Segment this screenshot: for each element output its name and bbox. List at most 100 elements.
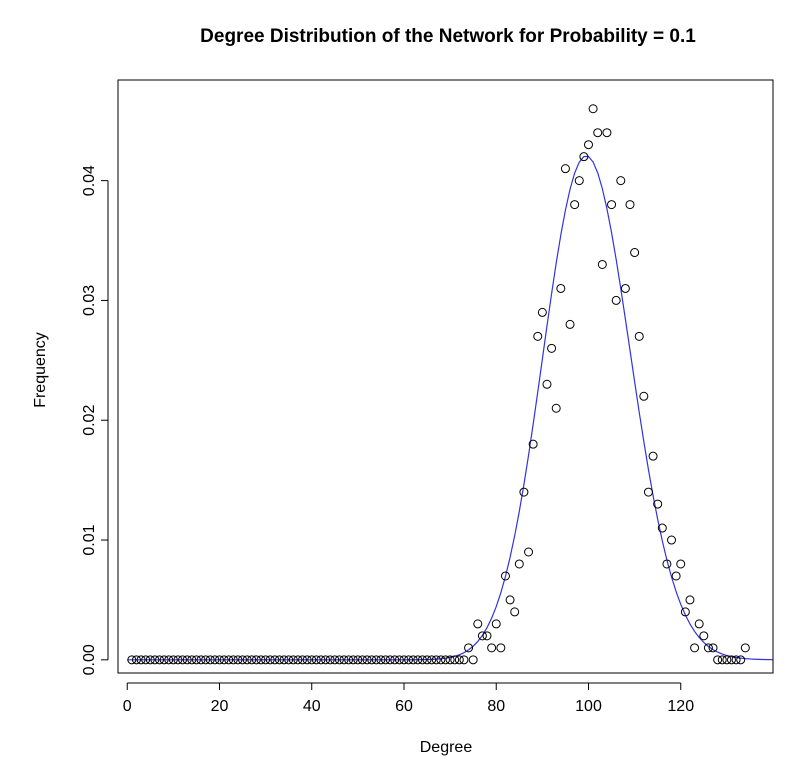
binomial-fit-curve: [127, 155, 773, 661]
data-point: [394, 655, 404, 665]
data-point: [740, 643, 750, 653]
data-point: [284, 655, 294, 665]
data-point: [671, 571, 681, 581]
data-point: [588, 104, 598, 114]
data-point: [288, 655, 298, 665]
x-axis-label: Degree: [420, 739, 473, 756]
data-point: [168, 655, 178, 665]
data-point: [422, 655, 432, 665]
data-point: [639, 391, 649, 401]
x-tick-label: 0: [123, 698, 132, 715]
data-point: [643, 487, 653, 497]
data-point: [726, 655, 736, 665]
data-point: [496, 643, 506, 653]
data-point: [413, 655, 423, 665]
data-point: [547, 343, 557, 353]
data-point: [551, 403, 561, 413]
data-point: [431, 655, 441, 665]
data-point: [597, 259, 607, 269]
data-point: [321, 655, 331, 665]
data-point: [334, 655, 344, 665]
data-point: [542, 379, 552, 389]
data-point: [145, 655, 155, 665]
data-point: [708, 643, 718, 653]
data-point: [441, 655, 450, 665]
data-point: [625, 200, 635, 210]
x-axis: 0 20 40 60 80 100 120: [123, 682, 694, 715]
data-point: [616, 176, 626, 186]
data-point: [570, 200, 580, 210]
data-point: [265, 655, 275, 665]
plot-area: [127, 104, 773, 665]
data-point: [362, 655, 372, 665]
x-tick-label: 60: [395, 698, 413, 715]
data-point: [667, 535, 677, 545]
data-point: [385, 655, 395, 665]
data-point: [150, 655, 160, 665]
data-point: [348, 655, 358, 665]
data-point: [519, 487, 529, 497]
data-point: [500, 571, 510, 581]
data-point: [371, 655, 381, 665]
data-point: [468, 655, 478, 665]
data-point: [653, 499, 663, 509]
data-point: [505, 595, 515, 605]
data-point: [325, 655, 335, 665]
data-point: [680, 607, 690, 617]
data-point: [620, 283, 630, 293]
data-point: [593, 128, 603, 138]
chart-title: Degree Distribution of the Network for P…: [200, 26, 696, 47]
data-point: [662, 559, 672, 569]
x-tick-label: 40: [303, 698, 321, 715]
data-point: [131, 655, 141, 665]
data-point: [127, 655, 137, 665]
data-point: [676, 559, 686, 569]
data-point: [556, 283, 566, 293]
data-point: [233, 655, 243, 665]
data-point: [685, 595, 695, 605]
data-point: [690, 643, 700, 653]
data-point: [136, 655, 146, 665]
data-point: [214, 655, 224, 665]
data-point: [224, 655, 234, 665]
data-point: [404, 655, 414, 665]
data-point: [703, 643, 713, 653]
data-point: [302, 655, 312, 665]
data-point: [713, 655, 723, 665]
data-point: [436, 655, 446, 665]
data-point: [574, 176, 584, 186]
y-tick-label: 0.01: [81, 524, 98, 555]
data-point: [611, 295, 621, 305]
data-point: [524, 547, 534, 557]
data-point: [487, 643, 497, 653]
data-point: [173, 655, 183, 665]
data-point: [376, 655, 386, 665]
data-point: [381, 655, 391, 665]
data-point: [630, 248, 640, 258]
data-point: [634, 331, 644, 341]
data-point: [298, 655, 308, 665]
data-point: [717, 655, 727, 665]
data-point: [454, 655, 464, 665]
data-point: [353, 655, 363, 665]
data-point: [699, 631, 709, 641]
plot-frame: [117, 79, 774, 674]
data-point: [159, 655, 169, 665]
data-point: [736, 655, 746, 665]
y-tick-label: 0.03: [81, 285, 98, 316]
data-point: [196, 655, 206, 665]
y-tick-label: 0.02: [81, 405, 98, 436]
data-point: [205, 655, 215, 665]
data-point: [261, 655, 271, 665]
data-point: [514, 559, 524, 569]
data-point: [583, 140, 593, 150]
x-tick-label: 120: [667, 698, 694, 715]
data-point: [694, 619, 704, 629]
data-point: [219, 655, 229, 665]
data-point: [270, 655, 280, 665]
data-point: [201, 655, 211, 665]
data-point: [344, 655, 354, 665]
data-point: [178, 655, 188, 665]
data-point: [256, 655, 266, 665]
